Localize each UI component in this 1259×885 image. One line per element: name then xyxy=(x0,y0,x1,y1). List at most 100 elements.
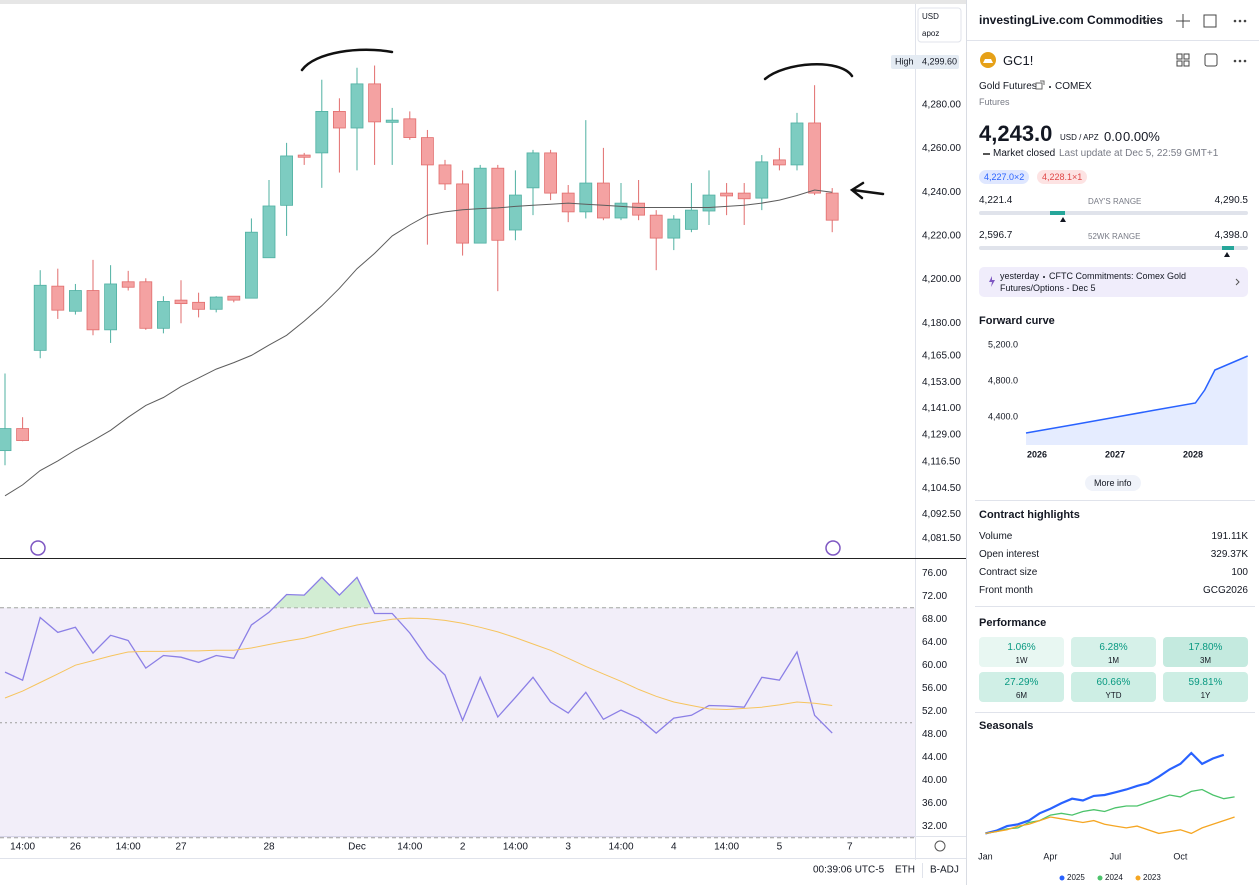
overbought-fill xyxy=(273,577,372,608)
layout-icon[interactable] xyxy=(1203,14,1217,28)
add-icon[interactable] xyxy=(1176,14,1190,28)
candle-body xyxy=(227,295,241,301)
event-icon[interactable] xyxy=(825,540,841,556)
y-tick-label: 4,800.0 xyxy=(988,375,1018,385)
x-tick-label: Dec xyxy=(348,842,366,853)
performance-cell: 17.80% 3M xyxy=(1163,637,1248,667)
symbol-tools[interactable] xyxy=(1176,53,1218,67)
candle-body xyxy=(561,192,575,213)
external-link-icon[interactable] xyxy=(1035,80,1045,90)
week52-range-label: 52WK RANGE xyxy=(1088,232,1141,241)
performance-cell: 1.06% 1W xyxy=(979,637,1064,667)
performance-value: 59.81% xyxy=(1188,677,1223,688)
instrument-type: Futures xyxy=(979,97,1010,107)
unit[interactable]: apoz xyxy=(922,29,939,38)
candle-body xyxy=(244,231,258,299)
y-tick-label: 36.00 xyxy=(922,798,947,809)
performance-value: 27.29% xyxy=(1004,677,1039,688)
legend-swatch xyxy=(1059,875,1065,881)
candle-body xyxy=(632,202,645,216)
ticker: GC1! xyxy=(1003,53,1034,68)
y-tick-label: 4,116.50 xyxy=(922,457,961,468)
news-card[interactable] xyxy=(979,267,1248,297)
ask-badge: 4,228.1×1 xyxy=(1037,170,1088,184)
y-tick-label: 64.00 xyxy=(922,637,947,648)
day-range-bar xyxy=(979,211,1248,215)
performance-value: 17.80% xyxy=(1188,642,1223,653)
annotation-curve xyxy=(763,62,854,81)
highlight-label: Volume xyxy=(979,531,1013,542)
candle-body xyxy=(139,281,153,329)
highlight-label: Front month xyxy=(979,585,1033,596)
forward-line xyxy=(1025,355,1248,434)
candle-body xyxy=(0,428,12,452)
highlight-value: 100 xyxy=(1231,567,1248,578)
week52-low: 2,596.7 xyxy=(979,230,1013,241)
news-time: yesterday xyxy=(1000,271,1040,281)
price-change: 0.0 xyxy=(1104,129,1123,144)
y-tick-label: 4,220.00 xyxy=(922,231,961,242)
candle-body xyxy=(438,164,452,185)
currency[interactable]: USD xyxy=(922,12,939,21)
candle-body xyxy=(262,205,276,259)
market-status-icon xyxy=(983,153,990,155)
y-tick-label: 4,153.00 xyxy=(922,377,961,388)
high-badge-text: High xyxy=(895,56,914,66)
instrument-name[interactable]: Gold Futures xyxy=(979,81,1037,92)
news-text[interactable]: yesterday CFTC Commitments: Comex Gold Fu… xyxy=(1000,270,1225,294)
seasonal-line xyxy=(985,788,1235,835)
more-info-button[interactable]: More info xyxy=(1085,475,1141,491)
contract-highlights-title: Contract highlights xyxy=(979,509,1080,521)
x-tick-label: 2026 xyxy=(1027,449,1047,459)
candle-body xyxy=(33,284,47,351)
y-tick-label: 4,280.00 xyxy=(922,99,961,110)
candle-body xyxy=(614,202,628,219)
candle-body xyxy=(385,119,399,123)
performance-period: 1W xyxy=(1015,656,1028,665)
y-tick-label: 60.00 xyxy=(922,660,947,671)
performance-period: YTD xyxy=(1105,691,1122,700)
day-high: 4,290.5 xyxy=(1214,195,1248,206)
performance-cell: 6.28% 1M xyxy=(1071,637,1156,667)
y-tick-label: 4,400.0 xyxy=(988,411,1018,421)
y-tick-label: 4,200.00 xyxy=(922,274,961,285)
candle-body xyxy=(544,152,557,194)
candle-body xyxy=(720,192,733,197)
y-tick-label: 4,129.00 xyxy=(922,429,961,440)
rsi-line xyxy=(4,576,833,734)
y-tick-label: 4,141.00 xyxy=(922,403,961,414)
unit-selector[interactable] xyxy=(917,7,962,43)
legend-label: 2023 xyxy=(1143,873,1161,882)
x-tick-label: 14:00 xyxy=(10,842,35,853)
symbol-logo xyxy=(980,52,996,68)
more-icon[interactable] xyxy=(1233,19,1247,23)
watchlist-name[interactable]: investingLive.com Commodities xyxy=(979,13,1164,27)
candle-body xyxy=(737,192,751,200)
adjustment[interactable]: B-ADJ xyxy=(930,865,959,876)
session[interactable]: ETH xyxy=(895,865,915,876)
y-tick-label: 4,092.50 xyxy=(922,509,961,520)
y-tick-label: 4,180.00 xyxy=(922,318,961,329)
legend-swatch xyxy=(1135,875,1141,881)
x-tick-label: 14:00 xyxy=(503,842,528,853)
candle-body xyxy=(280,155,294,206)
x-tick-label: 14:00 xyxy=(397,842,422,853)
event-icon[interactable] xyxy=(30,540,46,556)
y-tick-label: 44.00 xyxy=(922,752,947,763)
candle-body xyxy=(368,83,382,123)
candle-body xyxy=(667,218,681,239)
news-headline: CFTC Commitments: Comex Gold Futures/Opt… xyxy=(1000,271,1187,293)
y-tick-label: 4,240.00 xyxy=(922,187,961,198)
x-tick-label: 14:00 xyxy=(116,842,141,853)
performance-period: 3M xyxy=(1199,656,1212,665)
settings-icon[interactable] xyxy=(934,840,946,852)
y-tick-label: 72.00 xyxy=(922,591,947,602)
exchange: COMEX xyxy=(1055,81,1092,92)
candle-body xyxy=(403,118,417,139)
seasonals-title: Seasonals xyxy=(979,720,1034,732)
week52-range-pointer xyxy=(1224,252,1230,257)
top-strip xyxy=(0,0,966,4)
x-tick-label: 27 xyxy=(175,842,187,853)
more-icon[interactable] xyxy=(1233,59,1247,63)
performance-cell: 60.66% YTD xyxy=(1071,672,1156,702)
